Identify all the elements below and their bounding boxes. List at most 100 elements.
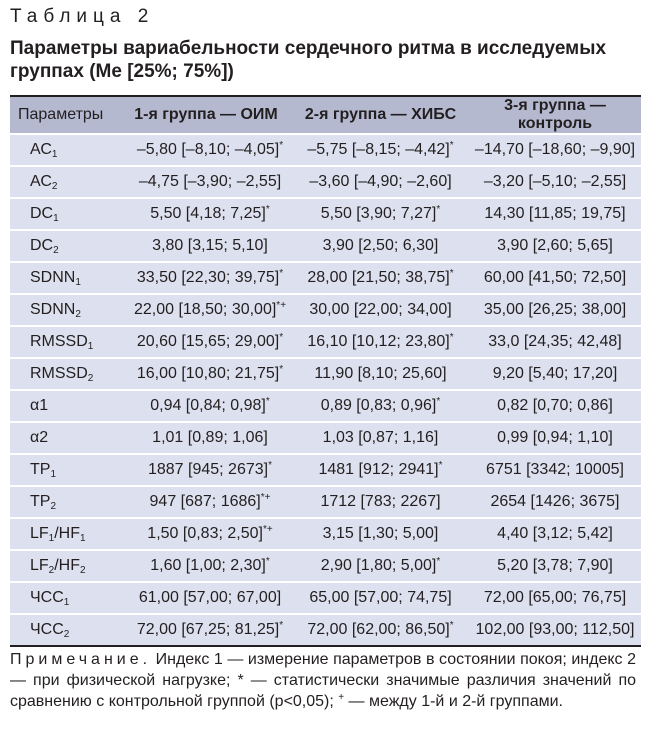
group-1-value-cell: 947 [687; 1686]*+ (120, 486, 292, 519)
group-1-value-cell: 20,60 [15,65; 29,00]* (120, 326, 292, 359)
group-1-value-cell: 16,00 [10,80; 21,75]* (120, 358, 292, 391)
parameter-index: 2 (87, 373, 94, 384)
median-iqr-value: 16,00 [10,80; 21,75] (136, 365, 280, 382)
column-header-group-2: 2-я группа — ХИБС (292, 97, 469, 135)
table-row: АС2 –4,75 [–3,90; –2,55] –3,60 [–4,90; –2,… (10, 166, 641, 199)
group-2-value-cell: 5,50 [3,90; 7,27]* (292, 198, 469, 231)
group-3-value-cell: 6751 [3342; 10005] (469, 454, 641, 487)
significance-mark: *+ (260, 492, 271, 503)
parameter-cell: АС2 (10, 166, 120, 199)
parameter-cell: RMSSD1 (10, 326, 120, 359)
table-row: RMSSD2 16,00 [10,80; 21,75]* 11,90 [8,10; … (10, 358, 641, 391)
parameter-index: 1 (53, 213, 59, 224)
table-row: SDNN1 33,50 [22,30; 39,75]* 28,00 [21,50; … (10, 262, 641, 295)
median-iqr-value: 3,90 [2,60; 5,65] (497, 237, 613, 254)
parameter-name: RMSSD (30, 333, 88, 350)
table-row: α1 0,94 [0,84; 0,98]* 0,89 [0,83; 0,96]* 0,… (10, 390, 641, 423)
median-iqr-value: 1,01 [0,89; 1,06] (152, 429, 268, 446)
parameter-index-2: 1 (80, 533, 86, 544)
parameter-name: ЧСС (30, 589, 64, 606)
column-header-group-3: 3-я группа — контроль (469, 97, 641, 135)
table-row: DC2 3,80 [3,15; 5,10] 3,90 [2,50; 6,30] 3,9… (10, 230, 641, 263)
median-iqr-value: –5,75 [–8,15; –4,42] (307, 141, 450, 158)
median-iqr-value: 3,15 [1,30; 5,00] (322, 525, 439, 542)
parameter-cell: DC1 (10, 198, 120, 231)
median-iqr-value: –5,80 [–8,10; –4,05] (136, 141, 280, 158)
median-iqr-value: 102,00 [93,00; 112,50] (475, 621, 635, 638)
group-2-value-cell: –3,60 [–4,90; –2,60] (292, 166, 469, 199)
parameter-cell: α1 (10, 390, 120, 423)
group-2-value-cell: 1,03 [0,87; 1,16] (292, 422, 469, 455)
group-3-value-cell: 72,00 [65,00; 76,75] (469, 582, 641, 615)
footnote-text-2: — между 1-й и 2-й группами. (344, 693, 563, 710)
group-2-value-cell: 1712 [783; 2267] (292, 486, 469, 519)
group-1-value-cell: 1,60 [1,00; 2,30]* (120, 550, 292, 583)
median-iqr-value: 1887 [945; 2673] (147, 461, 269, 478)
parameter-name: TP (30, 461, 51, 478)
group-3-value-cell: 14,30 [11,85; 19,75] (469, 198, 641, 231)
parameter-cell: ЧСС2 (10, 614, 120, 645)
group-2-value-cell: 3,15 [1,30; 5,00] (292, 518, 469, 551)
parameter-cell: LF1/HF1 (10, 518, 120, 551)
group-1-value-cell: 61,00 [57,00; 67,00] (120, 582, 292, 615)
median-iqr-value: –4,75 [–3,90; –2,55] (138, 173, 282, 190)
parameter-index: 2 (48, 565, 55, 576)
group-1-value-cell: 72,00 [67,25; 81,25]* (120, 614, 292, 645)
group-3-value-cell: 5,20 [3,78; 7,90] (469, 550, 641, 583)
parameter-name: LF (30, 557, 49, 574)
median-iqr-value: 947 [687; 1686] (149, 493, 261, 510)
table-container: Параметры 1-я группа — ОИМ 2-я группа — … (10, 95, 641, 647)
footnote-plus-mark: + (338, 692, 345, 703)
significance-mark: *+ (262, 524, 273, 535)
group-3-value-cell: 60,00 [41,50; 72,50] (469, 262, 641, 295)
median-iqr-value: 5,50 [4,18; 7,25] (150, 205, 266, 222)
median-iqr-value: 1,03 [0,87; 1,16] (322, 429, 439, 446)
significance-mark: * (279, 620, 284, 631)
table-row: TP1 1887 [945; 2673]* 1481 [912; 2941]* 675… (10, 454, 641, 487)
median-iqr-value: 30,00 [22,00; 34,00] (309, 301, 452, 318)
parameter-name-2: /HF (54, 557, 81, 574)
median-iqr-value: 6751 [3342; 10005] (486, 461, 624, 478)
group-2-value-cell: 2,90 [1,80; 5,00]* (292, 550, 469, 583)
group-3-value-cell: 0,99 [0,94; 1,10] (469, 422, 641, 455)
group-3-value-cell: 35,00 [26,25; 38,00] (469, 294, 641, 327)
significance-mark: * (449, 620, 454, 631)
parameter-cell: RMSSD2 (10, 358, 120, 391)
parameter-name-2: /HF (54, 525, 81, 542)
group-2-value-cell: –5,75 [–8,15; –4,42]* (292, 134, 469, 167)
table-row: LF2/HF2 1,60 [1,00; 2,30]* 2,90 [1,80; 5,0… (10, 550, 641, 583)
parameter-name: α2 (30, 429, 49, 446)
significance-mark: * (265, 204, 270, 215)
median-iqr-value: 3,90 [2,50; 6,30] (322, 237, 439, 254)
median-iqr-value: 1,60 [1,00; 2,30] (150, 557, 266, 574)
group-1-value-cell: –4,75 [–3,90; –2,55] (120, 166, 292, 199)
parameter-name: DC (30, 237, 54, 254)
median-iqr-value: 3,80 [3,15; 5,10] (152, 237, 268, 254)
parameter-cell: SDNN1 (10, 262, 120, 295)
median-iqr-value: –3,20 [–5,10; –2,55] (483, 173, 627, 190)
parameter-index: 1 (87, 341, 94, 352)
table-label: Таблица 2 (10, 6, 155, 27)
median-iqr-value: 14,30 [11,85; 19,75] (484, 205, 626, 222)
median-iqr-value: –14,70 [–18,60; –9,90] (474, 141, 636, 158)
parameter-index: 2 (75, 309, 81, 320)
group-1-value-cell: 1887 [945; 2673]* (120, 454, 292, 487)
table-body: АС1 –5,80 [–8,10; –4,05]* –5,75 [–8,15; –4… (10, 134, 641, 645)
median-iqr-value: 72,00 [67,25; 81,25] (136, 621, 280, 638)
group-1-value-cell: 5,50 [4,18; 7,25]* (120, 198, 292, 231)
group-2-value-cell: 3,90 [2,50; 6,30] (292, 230, 469, 263)
significance-mark: * (449, 268, 454, 279)
table-row: ЧСС2 72,00 [67,25; 81,25]* 72,00 [62,00; 8… (10, 614, 641, 645)
parameter-name: α1 (30, 397, 49, 414)
median-iqr-value: 1481 [912; 2941] (318, 461, 439, 478)
significance-mark: * (265, 556, 270, 567)
median-iqr-value: 61,00 [57,00; 67,00] (138, 589, 282, 606)
median-iqr-value: 5,20 [3,78; 7,90] (497, 557, 613, 574)
parameter-name: LF (30, 525, 49, 542)
parameter-index: 1 (51, 149, 58, 160)
significance-mark: *+ (276, 300, 287, 311)
median-iqr-value: 0,99 [0,94; 1,10] (497, 429, 613, 446)
group-3-value-cell: 0,82 [0,70; 0,86] (469, 390, 641, 423)
parameter-cell: ЧСС1 (10, 582, 120, 615)
median-iqr-value: 60,00 [41,50; 72,50] (483, 269, 627, 286)
